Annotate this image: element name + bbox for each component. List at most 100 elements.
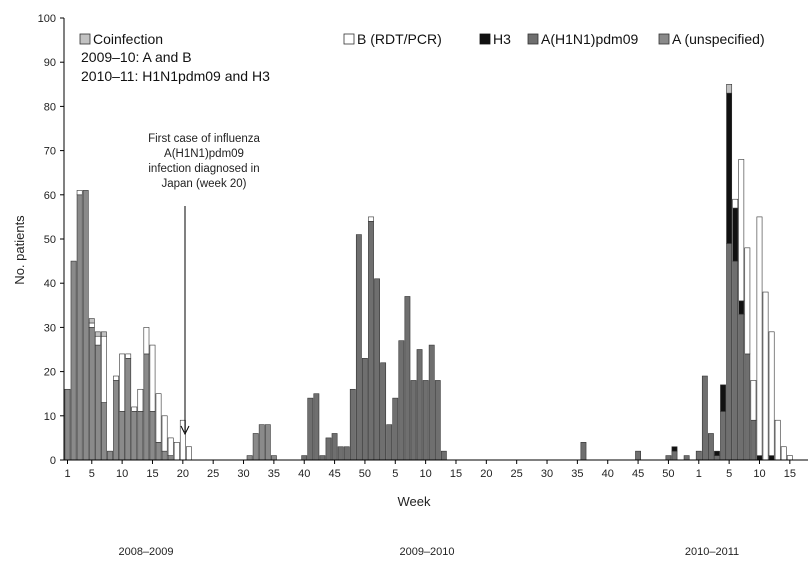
bar-segment-b — [137, 388, 144, 412]
bar-segment-b — [744, 247, 751, 355]
bar-segment-b — [88, 322, 95, 328]
bar-segment-co — [88, 318, 95, 324]
bar-segment-aun — [107, 450, 113, 461]
bar-segment-b — [780, 446, 787, 461]
legend-swatch-h1n1 — [527, 33, 539, 45]
bar-segment-b — [131, 406, 138, 412]
season-label-2008-2009: 2008–2009 — [118, 546, 173, 558]
legend-label-h3: H3 — [493, 31, 511, 47]
bar-segment-aun — [119, 411, 126, 461]
bar-segment-h1n1 — [319, 455, 326, 461]
legend-swatch-a-unspecified — [658, 33, 670, 45]
bar-segment-b — [738, 159, 745, 302]
y-tick-label: 10 — [44, 411, 56, 423]
bar-segment-h1n1 — [671, 450, 678, 461]
bar-segment-b — [368, 216, 374, 222]
bar-segment-h1n1 — [343, 446, 350, 461]
x-tick-label: 20 — [480, 468, 492, 480]
bar-segment-h1n1 — [732, 260, 739, 461]
bar-segment-b — [167, 437, 174, 456]
bar-segment-aun — [64, 388, 71, 461]
bar-segment-b — [125, 353, 132, 359]
y-tick-label: 20 — [44, 367, 56, 379]
bar-segment-h3 — [738, 300, 745, 315]
bar-segment-b — [173, 442, 180, 461]
bar-segment-b — [750, 380, 757, 421]
bar-segment-h1n1 — [416, 349, 423, 461]
x-axis-title: Week — [398, 494, 431, 509]
annotation-line-1: First case of influenza — [148, 133, 260, 145]
bar-segment-aun — [161, 450, 168, 461]
x-tick-label: 15 — [146, 468, 158, 480]
bar-segment-b — [774, 419, 781, 461]
y-tick-label: 40 — [44, 278, 56, 290]
season-label-2010-2011: 2010–2011 — [685, 546, 739, 558]
bar-segment-b — [756, 216, 763, 456]
bar-segment-h1n1 — [635, 450, 641, 461]
x-tick-label: 45 — [328, 468, 340, 480]
bar-segment-aun — [137, 411, 144, 461]
bar-segment-aun — [270, 455, 277, 461]
x-tick-label: 50 — [359, 468, 371, 480]
bar-segment-h1n1 — [392, 397, 399, 461]
y-tick-label: 0 — [50, 455, 56, 467]
bar-segment-aun — [125, 358, 132, 461]
legend-swatch-b — [343, 33, 355, 45]
bar-segment-h3 — [756, 455, 763, 461]
bar-segment-h1n1 — [355, 234, 362, 461]
x-tick-label: 50 — [662, 468, 674, 480]
bar-segment-aun — [155, 442, 162, 461]
bar-segment-b — [119, 353, 126, 412]
bar-segment-h1n1 — [683, 455, 690, 461]
bar-segment-co — [94, 331, 101, 337]
annotation-line-3: infection diagnosed in — [148, 163, 259, 175]
bar-segment-b — [786, 455, 793, 461]
y-tick-label: 60 — [44, 190, 56, 202]
x-tick-label: 25 — [511, 468, 523, 480]
bar-segment-h1n1 — [398, 340, 405, 461]
bar-segment-h3 — [732, 207, 739, 262]
x-tick-label: 45 — [632, 468, 644, 480]
bar-segment-h1n1 — [428, 344, 435, 461]
bar-segment-h1n1 — [434, 380, 441, 461]
bar-segment-aun — [94, 344, 101, 461]
bar-segment-h1n1 — [368, 221, 374, 461]
legend-label-a-unspecified: A (unspecified) — [672, 31, 765, 47]
bar-segment-h3 — [671, 446, 678, 452]
season-label-2009-2010: 2009–2010 — [399, 546, 454, 558]
bar-segment-aun — [264, 424, 271, 461]
bar-segment-h1n1 — [404, 296, 411, 461]
bar-segment-h1n1 — [440, 450, 447, 461]
bar-segment-h1n1 — [708, 433, 714, 461]
bar-segment-b — [768, 331, 775, 456]
bar-segment-h1n1 — [349, 388, 356, 461]
bar-segment-h3 — [768, 455, 775, 461]
legend-label-h1n1: A(H1N1)pdm09 — [541, 31, 638, 47]
x-tick-label: 15 — [784, 468, 796, 480]
bar-segment-h3 — [726, 92, 733, 244]
bar-segment-co — [101, 331, 107, 337]
bar-segment-b — [732, 198, 739, 209]
bar-segment-h1n1 — [337, 446, 344, 461]
bar-segment-b — [155, 393, 162, 443]
x-tick-label: 1 — [64, 468, 70, 480]
bar-segment-b — [101, 335, 107, 403]
bar-segment-h1n1 — [726, 243, 733, 461]
y-tick-label: 50 — [44, 234, 56, 246]
bar-layer — [64, 84, 793, 461]
annotation-arrowhead — [180, 425, 190, 436]
coinfection-legend-line-1: 2009–10: A and B — [81, 49, 192, 65]
bar-segment-aun — [82, 190, 89, 461]
y-tick-label: 70 — [44, 146, 56, 158]
x-tick-label: 10 — [753, 468, 765, 480]
bar-segment-h1n1 — [362, 358, 368, 461]
bar-segment-h1n1 — [665, 455, 672, 461]
bar-segment-aun — [88, 327, 95, 461]
bar-segment-h3 — [720, 384, 726, 412]
bar-segment-h1n1 — [720, 411, 726, 461]
x-tick-label: 20 — [177, 468, 189, 480]
bar-segment-aun — [258, 424, 265, 461]
bar-segment-h1n1 — [386, 424, 393, 461]
bar-segment-aun — [76, 194, 83, 461]
